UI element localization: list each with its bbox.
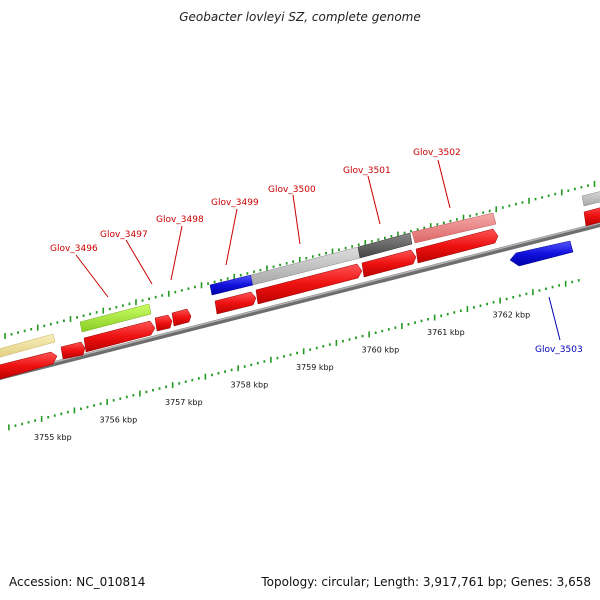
gene-arrow xyxy=(154,314,173,332)
scale-label: 3762 kbp xyxy=(493,311,531,320)
leader-line xyxy=(125,239,153,285)
leader-line xyxy=(437,159,451,209)
leader-line xyxy=(367,175,381,225)
feature-green xyxy=(79,303,152,333)
gene-arrow xyxy=(255,263,363,305)
gene-arrow xyxy=(214,291,257,315)
gene-arrow xyxy=(415,228,499,264)
feature-yellow xyxy=(0,333,56,358)
feature-blue xyxy=(209,274,254,296)
leader-line xyxy=(548,296,561,341)
gene-track-plus xyxy=(0,207,600,380)
gene-arrow xyxy=(171,308,192,327)
gene-label-glov-3500: Glov_3500 xyxy=(268,185,316,195)
scale-label: 3756 kbp xyxy=(100,416,138,425)
scale-label: 3758 kbp xyxy=(231,381,269,390)
gene-label-glov-3496: Glov_3496 xyxy=(50,244,98,254)
leader-line xyxy=(75,254,109,298)
genome-summary-text: Topology: circular; Length: 3,917,761 bp… xyxy=(261,575,591,589)
gene-arrow xyxy=(361,249,417,278)
scale-label: 3757 kbp xyxy=(165,398,203,407)
gene-labels: Glov_3496 Glov_3497 Glov_3498 Glov_3499 … xyxy=(50,148,583,355)
scale-ticks-bottom xyxy=(8,279,580,431)
gene-label-glov-3497: Glov_3497 xyxy=(100,230,148,240)
gene-label-glov-3499: Glov_3499 xyxy=(211,198,259,208)
gene-track-minus xyxy=(509,240,574,267)
gene-arrow xyxy=(583,207,600,227)
gene-label-glov-3502: Glov_3502 xyxy=(413,148,461,158)
scale-labels: 3755 kbp 3756 kbp 3757 kbp 3758 kbp 3759 kbp… xyxy=(34,311,530,443)
gene-label-glov-3501: Glov_3501 xyxy=(343,166,391,176)
map-title: Geobacter lovleyi SZ, complete genome xyxy=(179,10,421,24)
genome-backbone xyxy=(0,221,600,381)
feature-gray-edge xyxy=(581,191,600,207)
feature-dark xyxy=(357,232,413,259)
scale-label: 3760 kbp xyxy=(362,346,400,355)
gene-arrow-minus xyxy=(509,240,574,267)
scale-label: 3761 kbp xyxy=(427,328,465,337)
leader-line xyxy=(170,225,183,281)
leader-line xyxy=(225,208,238,266)
scale-label: 3755 kbp xyxy=(34,433,72,442)
leader-line xyxy=(292,194,301,245)
gene-arrow xyxy=(83,320,156,353)
feature-pink xyxy=(411,212,497,244)
accession-text: Accession: NC_010814 xyxy=(9,575,146,589)
gene-label-glov-3498: Glov_3498 xyxy=(156,215,204,225)
gene-label-glov-3503: Glov_3503 xyxy=(535,345,583,355)
scale-label: 3759 kbp xyxy=(296,363,334,372)
feature-track-outer xyxy=(0,191,600,358)
gene-arrow xyxy=(60,341,86,360)
gene-arrow xyxy=(0,351,58,380)
